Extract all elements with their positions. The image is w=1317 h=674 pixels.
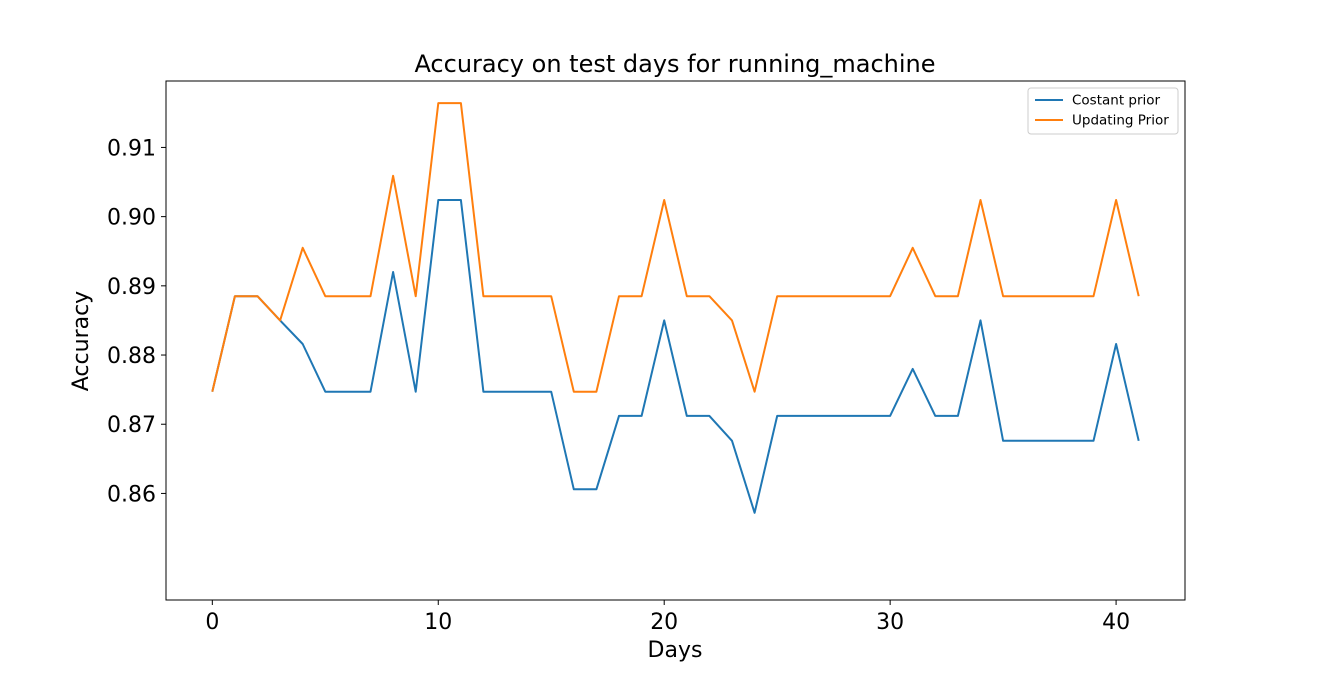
series-line-updating-prior (211, 102, 1140, 393)
series-line-costant-prior (211, 199, 1140, 514)
y-tick-label: 0.87 (107, 413, 156, 438)
y-tick-label: 0.89 (107, 275, 156, 300)
y-axis: 0.86 0.87 0.88 0.89 0.90 0.91 (107, 136, 166, 507)
y-tick-label: 0.90 (107, 206, 156, 231)
x-tick-label: 20 (650, 610, 678, 635)
legend: Costant prior Updating Prior (1027, 87, 1179, 135)
y-tick-label: 0.91 (107, 136, 156, 161)
x-tick-label: 0 (205, 610, 219, 635)
plot-area (211, 102, 1140, 514)
chart-title: Accuracy on test days for running_machin… (414, 50, 935, 78)
x-tick-label: 30 (876, 610, 904, 635)
legend-label-updating-prior: Updating Prior (1072, 113, 1169, 129)
legend-box (1027, 87, 1179, 135)
y-tick-label: 0.86 (107, 482, 156, 507)
x-axis-label: Days (648, 638, 703, 663)
plot-frame (165, 80, 1186, 601)
x-tick-label: 10 (424, 610, 452, 635)
x-tick-label: 40 (1102, 610, 1130, 635)
x-axis: 0 10 20 30 40 (205, 600, 1130, 635)
legend-label-costant-prior: Costant prior (1072, 93, 1161, 109)
y-axis-label: Accuracy (69, 291, 94, 391)
y-tick-label: 0.88 (107, 344, 156, 369)
